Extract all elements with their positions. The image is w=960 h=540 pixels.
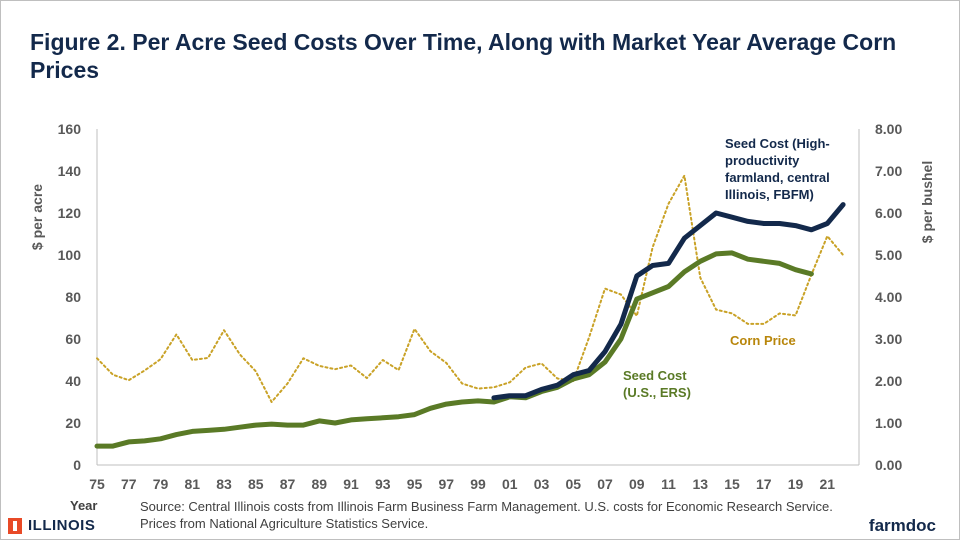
y-right-tick-label: 0.00: [875, 457, 902, 473]
x-tick-label: 17: [756, 476, 772, 492]
x-tick-label: 91: [343, 476, 359, 492]
y-left-tick-label: 120: [58, 205, 82, 221]
y-left-tick-label: 0: [73, 457, 81, 473]
x-tick-label: 01: [502, 476, 518, 492]
x-tick-label: 07: [597, 476, 613, 492]
y-left-tick-label: 20: [65, 415, 81, 431]
x-tick-label: 05: [565, 476, 581, 492]
y-left-tick-label: 100: [58, 247, 82, 263]
x-tick-label: 75: [89, 476, 105, 492]
illinois-block-i-icon: [8, 517, 22, 534]
x-tick-label: 97: [438, 476, 454, 492]
series-line-corn-price: [96, 174, 845, 403]
y-left-tick-label: 40: [65, 373, 81, 389]
x-tick-label: 81: [184, 476, 200, 492]
x-tick-label: 13: [692, 476, 708, 492]
x-tick-label: 09: [629, 476, 645, 492]
y-left-tick-label: 60: [65, 331, 81, 347]
x-tick-label: 89: [311, 476, 327, 492]
annotation-ers-seed-cost: (U.S., ERS): [623, 385, 691, 400]
y-right-tick-label: 5.00: [875, 247, 902, 263]
x-tick-label: 83: [216, 476, 232, 492]
y-right-tick-label: 3.00: [875, 331, 902, 347]
series-line-fbfm-seed-cost: [491, 202, 846, 401]
x-tick-label: 21: [819, 476, 835, 492]
illinois-logo: ILLINOIS: [8, 517, 95, 534]
x-tick-label: 93: [375, 476, 391, 492]
y-left-tick-label: 160: [58, 121, 82, 137]
y-left-tick-label: 140: [58, 163, 82, 179]
y-axis-right-label: $ per bushel: [919, 161, 935, 243]
x-tick-label: 85: [248, 476, 264, 492]
annotation-fbfm-seed-cost: Seed Cost (High-: [725, 136, 830, 151]
x-tick-label: 79: [153, 476, 169, 492]
x-tick-label: 11: [661, 476, 676, 492]
x-tick-label: 77: [121, 476, 137, 492]
annotation-ers-seed-cost: Seed Cost: [623, 368, 687, 383]
y-right-tick-label: 7.00: [875, 163, 902, 179]
y-right-tick-label: 4.00: [875, 289, 902, 305]
farmdoc-logo: farmdoc: [868, 516, 936, 535]
illinois-logo-text: ILLINOIS: [28, 517, 96, 534]
chart-title: Figure 2. Per Acre Seed Costs Over Time,…: [30, 29, 897, 83]
x-tick-label: 03: [534, 476, 550, 492]
annotation-fbfm-seed-cost: farmland, central: [725, 170, 830, 185]
annotation-fbfm-seed-cost: productivity: [725, 153, 800, 168]
y-right-tick-label: 6.00: [875, 205, 902, 221]
y-left-tick-label: 80: [65, 289, 81, 305]
source-note: Source: Central Illinois costs from Illi…: [140, 499, 833, 531]
y-right-tick-label: 2.00: [875, 373, 902, 389]
x-tick-label: 99: [470, 476, 486, 492]
annotation-fbfm-seed-cost: Illinois, FBFM): [725, 187, 814, 202]
x-tick-label: 15: [724, 476, 740, 492]
x-axis-label: Year: [70, 498, 98, 513]
annotation-corn-price: Corn Price: [730, 333, 796, 348]
series-line-ers-seed-cost: [94, 250, 814, 449]
y-axis-left-label: $ per acre: [29, 184, 45, 250]
y-right-tick-label: 8.00: [875, 121, 902, 137]
x-tick-label: 87: [280, 476, 296, 492]
y-right-tick-label: 1.00: [875, 415, 902, 431]
x-tick-label: 95: [407, 476, 423, 492]
x-tick-label: 19: [788, 476, 804, 492]
